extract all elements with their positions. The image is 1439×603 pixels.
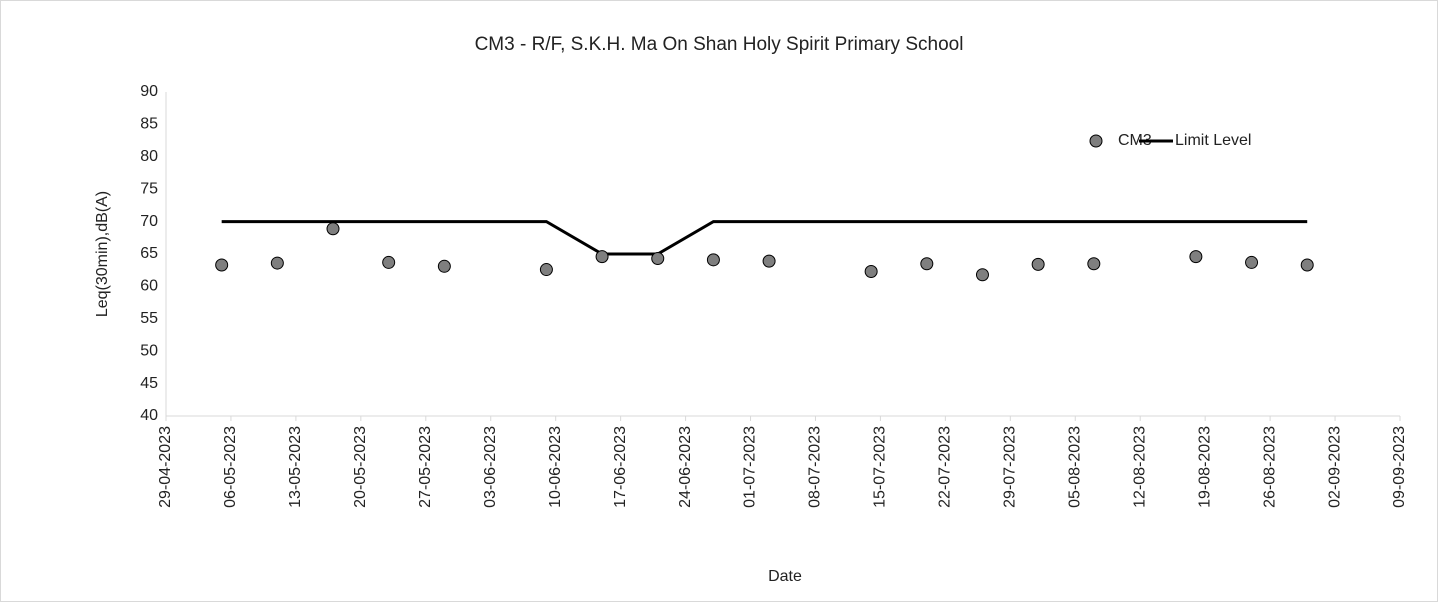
y-tick-label: 40: [140, 407, 158, 424]
legend-marker: [1089, 134, 1103, 148]
y-tick-label: 80: [140, 148, 158, 165]
y-tick-label: 85: [140, 116, 158, 133]
x-tick-label: 24-06-2023: [677, 426, 694, 508]
y-axis-label: Leq(30min),dB(A): [94, 191, 111, 317]
x-tick-label: 22-07-2023: [937, 426, 954, 508]
data-point: [1245, 255, 1259, 269]
x-tick-label: 10-06-2023: [547, 426, 564, 508]
x-tick-label: 09-09-2023: [1391, 426, 1408, 508]
y-tick-label: 50: [140, 342, 158, 359]
x-tick-label: 12-08-2023: [1131, 426, 1148, 508]
data-point: [1087, 257, 1101, 271]
data-point: [864, 264, 878, 278]
data-point: [270, 256, 284, 270]
x-tick-label: 05-08-2023: [1066, 426, 1083, 508]
y-tick-label: 45: [140, 375, 158, 392]
x-tick-label: 02-09-2023: [1326, 426, 1343, 508]
data-point: [437, 259, 451, 273]
y-tick-label: 75: [140, 180, 158, 197]
y-tick-label: 70: [140, 213, 158, 230]
limit-line: [221, 220, 1308, 256]
y-tick-label: 55: [140, 310, 158, 327]
x-axis-label: Date: [768, 568, 802, 585]
x-tick-label: 06-05-2023: [222, 426, 239, 508]
legend-label: CM3: [1118, 132, 1152, 149]
data-point: [975, 268, 989, 282]
x-tick-label: 17-06-2023: [612, 426, 629, 508]
data-point: [539, 263, 553, 277]
data-point: [706, 253, 720, 267]
x-tick-label: 15-07-2023: [872, 426, 889, 508]
x-tick-label: 01-07-2023: [742, 426, 759, 508]
x-tick-label: 03-06-2023: [482, 426, 499, 508]
data-point: [920, 257, 934, 271]
y-tick-label: 90: [140, 83, 158, 100]
data-point: [382, 255, 396, 269]
data-point: [1300, 258, 1314, 272]
data-point: [215, 258, 229, 272]
y-tick-label: 60: [140, 278, 158, 295]
x-tick-label: 29-07-2023: [1002, 426, 1019, 508]
y-tick-label: 65: [140, 245, 158, 262]
x-tick-label: 27-05-2023: [417, 426, 434, 508]
data-point: [1189, 250, 1203, 264]
data-point: [762, 254, 776, 268]
x-tick-label: 13-05-2023: [287, 426, 304, 508]
x-tick-label: 08-07-2023: [807, 426, 824, 508]
x-tick-label: 20-05-2023: [352, 426, 369, 508]
data-point: [326, 222, 340, 236]
legend-label: Limit Level: [1175, 132, 1251, 149]
x-tick-label: 26-08-2023: [1261, 426, 1278, 508]
x-tick-label: 19-08-2023: [1196, 426, 1213, 508]
data-point: [651, 252, 665, 266]
chart-title: CM3 - R/F, S.K.H. Ma On Shan Holy Spirit…: [475, 34, 964, 55]
data-point: [1031, 257, 1045, 271]
data-point: [595, 250, 609, 264]
x-tick-label: 29-04-2023: [157, 426, 174, 508]
